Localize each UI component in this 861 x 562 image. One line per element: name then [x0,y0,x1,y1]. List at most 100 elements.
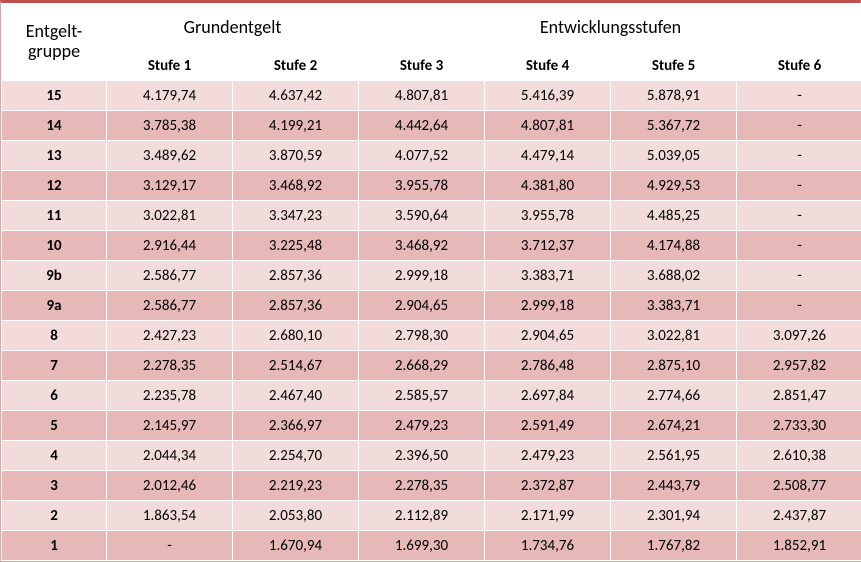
cell: 2.278,35 [359,471,485,501]
cell: 2.610,38 [737,441,861,471]
cell: 2.508,77 [737,471,861,501]
cell: 4.199,21 [233,111,359,141]
col-stufe-3: Stufe 3 [359,51,485,81]
cell: 2.366,97 [233,411,359,441]
cell: 2.561,95 [611,441,737,471]
cell: 2.857,36 [233,291,359,321]
row-label: 9a [2,291,107,321]
cell: 2.875,10 [611,351,737,381]
cell: 4.479,14 [485,141,611,171]
cell: 3.688,02 [611,261,737,291]
table-row: 52.145,972.366,972.479,232.591,492.674,2… [2,411,861,441]
cell: 2.301,94 [611,501,737,531]
cell: - [737,201,861,231]
row-label: 8 [2,321,107,351]
col-stufe-5: Stufe 5 [611,51,737,81]
cell: 3.468,92 [233,171,359,201]
cell: 2.235,78 [107,381,233,411]
table-row: 102.916,443.225,483.468,923.712,374.174,… [2,231,861,261]
table-row: 154.179,744.637,424.807,815.416,395.878,… [2,81,861,111]
cell: 3.870,59 [233,141,359,171]
cell: 3.468,92 [359,231,485,261]
cell: 2.999,18 [359,261,485,291]
cell: 3.785,38 [107,111,233,141]
cell: 4.929,53 [611,171,737,201]
cell: 3.383,71 [611,291,737,321]
col-stufe-4: Stufe 4 [485,51,611,81]
cell: 2.697,84 [485,381,611,411]
col-stufe-1: Stufe 1 [107,51,233,81]
cell: 2.372,87 [485,471,611,501]
cell: 5.367,72 [611,111,737,141]
table-body: 154.179,744.637,424.807,815.416,395.878,… [2,81,861,561]
table-row: 72.278,352.514,672.668,292.786,482.875,1… [2,351,861,381]
header-grundentgelt: Grundentgelt [107,4,359,51]
cell: 3.383,71 [485,261,611,291]
header-entgeltgruppe-line1: Entgelt- [26,20,83,42]
cell: 3.347,23 [233,201,359,231]
cell: 2.591,49 [485,411,611,441]
cell: 2.904,65 [359,291,485,321]
row-label: 5 [2,411,107,441]
col-stufe-2: Stufe 2 [233,51,359,81]
cell: 2.585,57 [359,381,485,411]
cell: 2.467,40 [233,381,359,411]
cell: 5.416,39 [485,81,611,111]
cell: 2.012,46 [107,471,233,501]
header-entwicklungsstufen: Entwicklungsstufen [359,4,861,51]
cell: 3.590,64 [359,201,485,231]
col-stufe-6: Stufe 6 [737,51,861,81]
cell: - [107,531,233,561]
cell: 2.479,23 [485,441,611,471]
cell: 4.485,25 [611,201,737,231]
cell: 2.254,70 [233,441,359,471]
cell: 1.863,54 [107,501,233,531]
cell: 3.022,81 [611,321,737,351]
cell: 4.174,88 [611,231,737,261]
header-entgeltgruppe-line2: gruppe [28,40,80,62]
row-label: 12 [2,171,107,201]
table-row: 9b2.586,772.857,362.999,183.383,713.688,… [2,261,861,291]
cell: 4.381,80 [485,171,611,201]
cell: - [737,141,861,171]
cell: 2.396,50 [359,441,485,471]
cell: 3.022,81 [107,201,233,231]
table-row: 1-1.670,941.699,301.734,761.767,821.852,… [2,531,861,561]
table-row: 42.044,342.254,702.396,502.479,232.561,9… [2,441,861,471]
table-row: 133.489,623.870,594.077,524.479,145.039,… [2,141,861,171]
row-label: 15 [2,81,107,111]
cell: 2.514,67 [233,351,359,381]
cell: 3.129,17 [107,171,233,201]
cell: 2.479,23 [359,411,485,441]
table-row: 123.129,173.468,923.955,784.381,804.929,… [2,171,861,201]
cell: 2.219,23 [233,471,359,501]
cell: 2.957,82 [737,351,861,381]
row-label: 9b [2,261,107,291]
cell: 4.637,42 [233,81,359,111]
table-row: 82.427,232.680,102.798,302.904,653.022,8… [2,321,861,351]
row-label: 7 [2,351,107,381]
cell: 2.586,77 [107,261,233,291]
cell: 2.798,30 [359,321,485,351]
cell: 1.767,82 [611,531,737,561]
cell: 2.278,35 [107,351,233,381]
header-entgeltgruppe: Entgelt- gruppe [2,4,107,81]
cell: 1.670,94 [233,531,359,561]
row-label: 1 [2,531,107,561]
cell: 2.044,34 [107,441,233,471]
row-label: 4 [2,441,107,471]
cell: 3.489,62 [107,141,233,171]
table-row: 143.785,384.199,214.442,644.807,815.367,… [2,111,861,141]
row-label: 3 [2,471,107,501]
cell: 5.039,05 [611,141,737,171]
cell: 2.674,21 [611,411,737,441]
cell: 2.851,47 [737,381,861,411]
cell: - [737,291,861,321]
row-label: 2 [2,501,107,531]
cell: - [737,111,861,141]
cell: 4.807,81 [359,81,485,111]
cell: 2.443,79 [611,471,737,501]
cell: 4.442,64 [359,111,485,141]
table-row: 32.012,462.219,232.278,352.372,872.443,7… [2,471,861,501]
row-label: 11 [2,201,107,231]
